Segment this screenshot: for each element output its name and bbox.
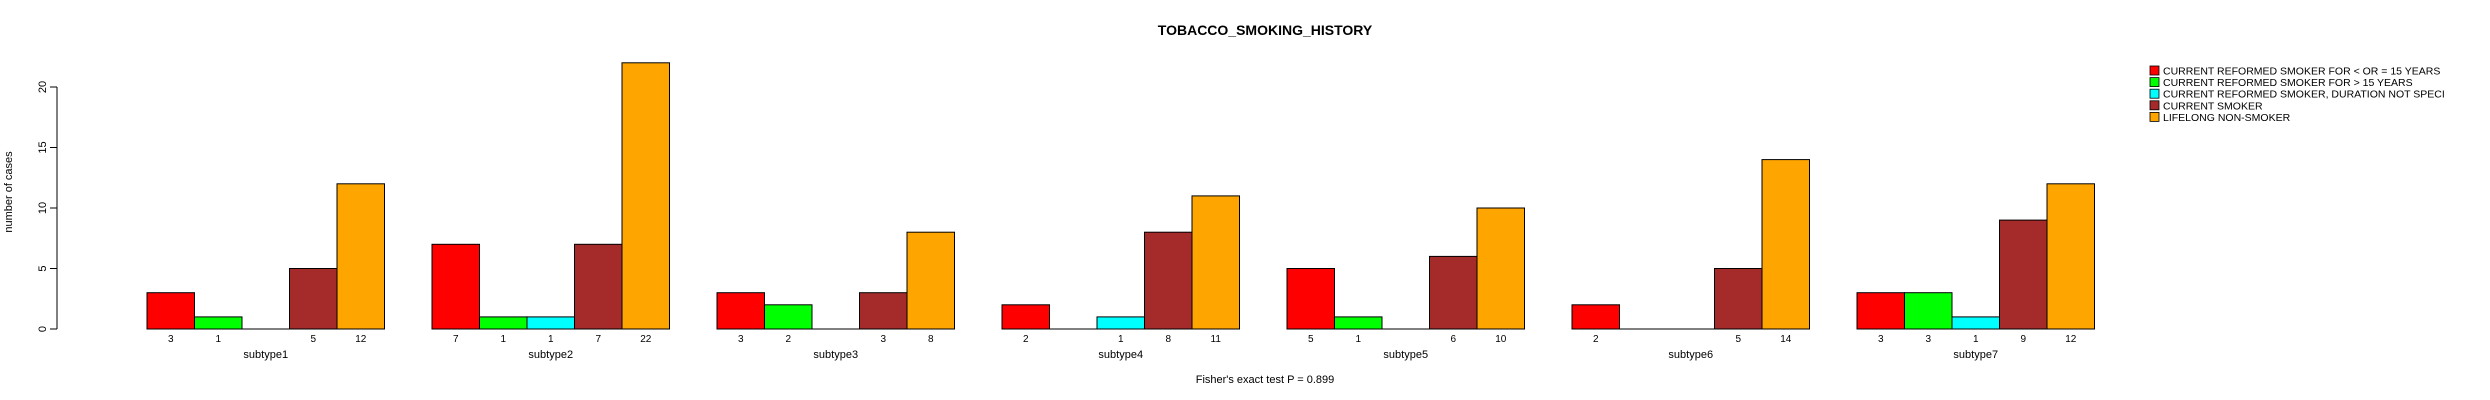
y-tick-label: 15 (37, 141, 49, 153)
bar-count-label: 1 (1355, 334, 1361, 345)
group-labels: subtype1 subtype2 subtype3 subtype4 subtype5… (243, 349, 1998, 361)
bar (764, 304, 813, 330)
bar (1951, 316, 2000, 330)
footnote: Fisher's exact test P = 0.899 (1196, 374, 1335, 386)
group-label: subtype6 (1668, 349, 1713, 361)
bar-count-label: 12 (355, 334, 367, 345)
bar (146, 292, 195, 330)
legend-swatch (2149, 65, 2160, 76)
bar (1001, 304, 1050, 330)
bar-count-label: 1 (548, 334, 554, 345)
bar-count-label: 11 (1211, 334, 1222, 345)
bar (1286, 268, 1335, 330)
bar-count-label: 5 (1735, 334, 1741, 345)
bar-count-label: 5 (1308, 334, 1314, 345)
legend-swatch (2149, 77, 2160, 87)
bar-count-label: 1 (500, 334, 506, 345)
bar-count-label: 2 (1593, 334, 1599, 345)
legend-swatch (2149, 112, 2160, 122)
bar-count-label: 8 (1165, 334, 1171, 345)
chart-title: TOBACCO_SMOKING_HISTORY (1158, 22, 1373, 38)
group-label: subtype2 (528, 349, 573, 361)
bar-count-label: 2 (1023, 334, 1029, 345)
bar (2046, 183, 2095, 330)
bar (289, 268, 338, 330)
bars (146, 62, 2095, 330)
legend-label: CURRENT REFORMED SMOKER, DURATION NOT SP… (2163, 89, 2445, 101)
bar (906, 231, 955, 330)
group-label: subtype5 (1383, 349, 1428, 361)
bar (574, 243, 623, 330)
group-label: subtype3 (813, 349, 858, 361)
y-tick-label: 20 (37, 81, 49, 93)
group-label: subtype1 (243, 349, 288, 361)
bar-count-label: 1 (1118, 334, 1124, 345)
legend-swatch (2149, 88, 2160, 99)
bar-count-label: 8 (928, 334, 934, 345)
legend-label: LIFELONG NON-SMOKER (2163, 112, 2291, 124)
bar (1096, 316, 1145, 330)
bar (1334, 316, 1383, 330)
bar-count-label: 7 (453, 334, 459, 345)
bar-count-label: 3 (168, 334, 174, 345)
bar (859, 292, 908, 330)
bar-count-label: 10 (1495, 334, 1507, 345)
legend-label: CURRENT REFORMED SMOKER FOR < OR = 15 YE… (2163, 66, 2440, 78)
bar-count-label: 12 (2065, 334, 2077, 345)
bar (1714, 268, 1763, 330)
y-axis-label: number of cases (3, 151, 15, 233)
bar (1191, 195, 1240, 330)
bar (336, 183, 385, 330)
bar (1856, 292, 1905, 330)
bar (716, 292, 765, 330)
bar-count-label: 5 (310, 334, 316, 345)
bar-count-label: 3 (738, 334, 744, 345)
bar-count-label: 3 (1878, 334, 1884, 345)
bar-count-label: 3 (880, 334, 886, 345)
bar (431, 243, 480, 330)
bar (621, 62, 670, 330)
bar-count-label: 7 (595, 334, 601, 345)
bar-count-label: 9 (2020, 334, 2026, 345)
bar (194, 316, 243, 330)
bar-count-label: 2 (785, 334, 791, 345)
y-tick-label: 5 (37, 265, 49, 271)
bar-count-label: 14 (1780, 334, 1792, 345)
bar (1476, 207, 1525, 330)
bar-count-label: 3 (1925, 334, 1931, 345)
y-axis: 0 5 10 15 20 (37, 81, 58, 332)
legend-label: CURRENT SMOKER (2163, 100, 2263, 112)
group-label: subtype4 (1098, 349, 1143, 361)
count-labels: 3 1 5 12 7 1 1 7 22 3 2 3 8 2 1 8 11 5 1 6 10 2 5 14 3 3 1 9 12 (168, 334, 2077, 345)
y-tick-label: 10 (37, 202, 49, 214)
bar-count-label: 6 (1450, 334, 1456, 345)
bar (1144, 231, 1193, 330)
bar (526, 316, 575, 330)
legend: CURRENT REFORMED SMOKER FOR < OR = 15 YE… (2149, 65, 2445, 124)
group-label: subtype7 (1953, 349, 1998, 361)
legend-swatch (2149, 100, 2160, 111)
bar (479, 316, 528, 330)
bar (1999, 219, 2048, 330)
y-tick-label: 0 (37, 326, 49, 332)
bar-count-label: 22 (640, 334, 652, 345)
bar (1761, 159, 1810, 330)
bar (1904, 292, 1953, 330)
legend-label: CURRENT REFORMED SMOKER FOR > 15 YEARS (2163, 77, 2413, 89)
bar (1571, 304, 1620, 330)
bar-count-label: 1 (1973, 334, 1979, 345)
bar (1429, 255, 1478, 330)
bar-count-label: 1 (215, 334, 221, 345)
